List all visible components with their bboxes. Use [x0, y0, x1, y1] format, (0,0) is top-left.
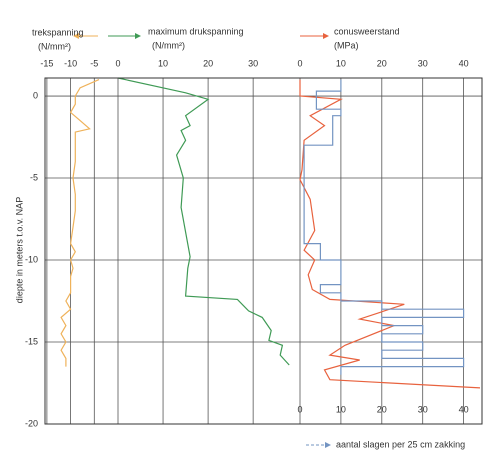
x-tick-label: 40: [459, 58, 469, 68]
x-tick-label: 20: [203, 58, 213, 68]
x-tick-label: 30: [248, 58, 258, 68]
y-tick-label: -15: [25, 336, 38, 346]
panel-unit: (MPa): [334, 40, 359, 50]
x2-tick-label: 20: [377, 404, 387, 414]
panel-title: maximum drukspanning: [148, 26, 244, 36]
y-tick-label: -20: [25, 418, 38, 428]
profile-line: [117, 77, 290, 366]
x-tick-label: 10: [158, 58, 168, 68]
profile-line: [60, 79, 100, 367]
plot-border: [44, 77, 483, 425]
x-tick-label: 10: [336, 58, 346, 68]
profile-line: [299, 79, 481, 389]
x-tick-label: 30: [418, 58, 428, 68]
x-tick-label: 0: [115, 58, 120, 68]
plot: 0 -5 -10 -15 -20 -15 -10 -5 0 10 20 30 0 10 20 30 40 0 10 2…: [25, 58, 483, 428]
panel-title: trekspanning: [32, 27, 84, 37]
x-tick-label: 20: [377, 58, 387, 68]
panel-unit: (N/mm²): [152, 40, 185, 50]
x-tick-label: -5: [90, 58, 98, 68]
x2-tick-label: 0: [297, 404, 302, 414]
x-tick-label: 0: [297, 58, 302, 68]
x2-tick-label: 40: [459, 404, 469, 414]
y-tick-label: -10: [25, 254, 38, 264]
profile-line: [303, 79, 465, 375]
x-tick-label: -15: [40, 58, 53, 68]
x-tick-label: -10: [64, 58, 77, 68]
x2-label: aantal slagen per 25 cm zakking: [336, 439, 465, 449]
y-tick-label: -5: [30, 172, 38, 182]
x2-tick-label: 30: [418, 404, 428, 414]
panel-unit: (N/mm²): [38, 41, 71, 51]
y-label: diepte in meters t.o.v. NAP: [14, 197, 24, 303]
y-tick-label: 0: [33, 90, 38, 100]
panel-title: conusweerstand: [334, 26, 400, 36]
x2-tick-label: 10: [336, 404, 346, 414]
